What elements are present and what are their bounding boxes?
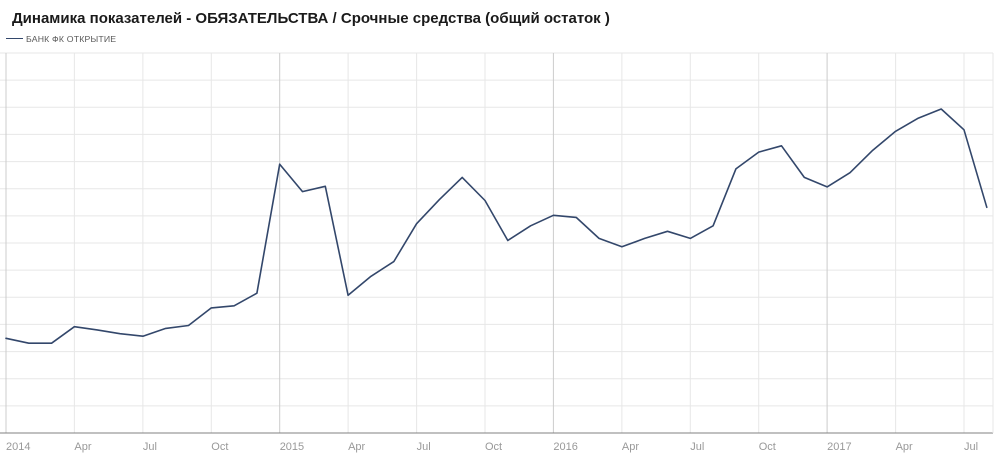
svg-text:Oct: Oct xyxy=(211,441,228,453)
svg-text:Apr: Apr xyxy=(896,441,913,453)
svg-text:Apr: Apr xyxy=(348,441,365,453)
svg-text:Jul: Jul xyxy=(964,441,978,453)
svg-text:2014: 2014 xyxy=(6,441,30,453)
svg-text:2016: 2016 xyxy=(553,441,577,453)
svg-text:Apr: Apr xyxy=(74,441,91,453)
svg-text:Apr: Apr xyxy=(622,441,639,453)
svg-text:2015: 2015 xyxy=(280,441,304,453)
svg-text:Oct: Oct xyxy=(485,441,502,453)
svg-text:Jul: Jul xyxy=(690,441,704,453)
svg-text:2017: 2017 xyxy=(827,441,851,453)
svg-text:Oct: Oct xyxy=(759,441,776,453)
svg-text:Jul: Jul xyxy=(417,441,431,453)
svg-text:Jul: Jul xyxy=(143,441,157,453)
